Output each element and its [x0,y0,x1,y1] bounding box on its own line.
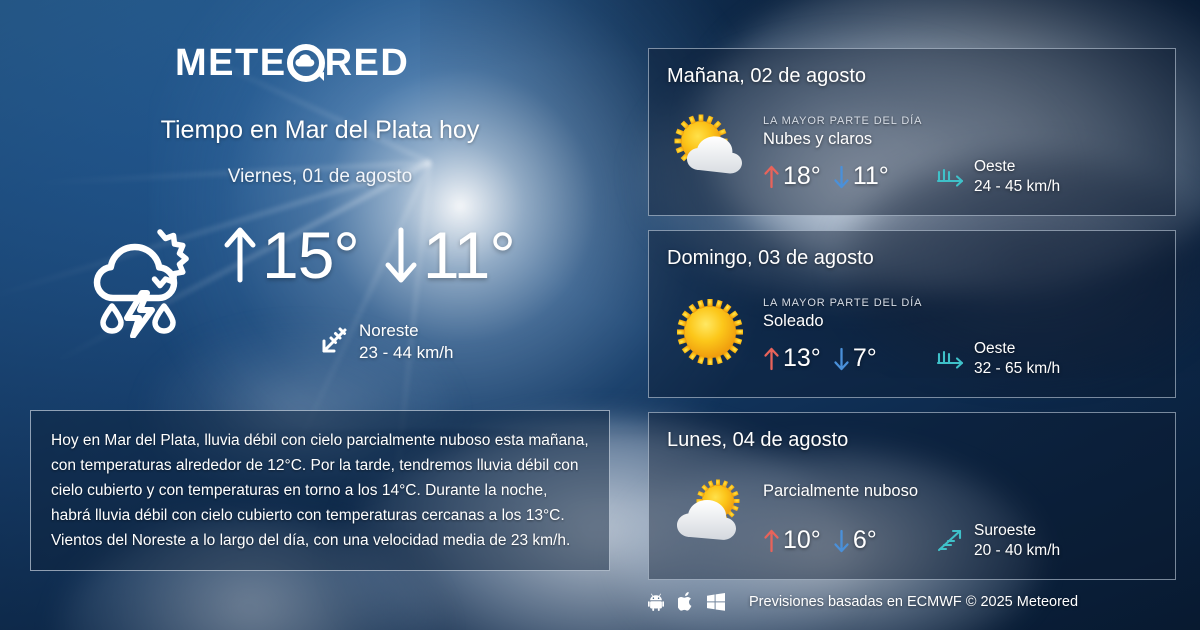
forecast-wind-speed: 20 - 40 km/h [974,541,1061,559]
sun-behind-cloud-icon [671,111,749,189]
today-description: Hoy en Mar del Plata, lluvia débil con c… [30,410,610,571]
today-max-temp: 15° [220,218,360,292]
today-panel: METE RED Tiempo en Mar del Plata hoy Vie… [30,40,610,571]
forecast-min-temp: 7° [833,344,877,373]
forecast-min-temp-value: 11° [852,162,889,191]
forecast-min-temp-value: 7° [852,344,877,373]
forecast-min-temp-value: 6° [852,526,877,555]
meteored-logo[interactable]: METE RED [175,40,409,86]
forecast-card[interactable]: Domingo, 03 de agosto [648,230,1176,398]
today-temperatures: 15° 11° [220,218,516,292]
today-min-temp-value: 11° [422,218,516,292]
arrow-up-icon [763,164,780,190]
forecast-card[interactable]: Lunes, 04 de agosto [648,412,1176,580]
forecast-card-date: Domingo, 03 de agosto [667,247,874,269]
today-wind-direction: Noreste [359,321,419,340]
today-conditions: 15° 11° [80,222,600,367]
forecast-card-date: Lunes, 04 de agosto [667,429,849,451]
forecast-max-temp-value: 18° [783,162,821,191]
page-subtitle: Viernes, 01 de agosto [227,166,413,187]
logo-text-right: RED [324,42,410,84]
wind-arrow-east-icon [935,346,965,372]
wind-arrow-east-icon [935,164,965,190]
today-wind: Noreste 23 - 44 km/h [316,320,454,364]
forecast-daypart-label: LA MAYOR PARTE DEL DÍA [763,115,923,127]
forecast-min-temp: 6° [833,526,877,555]
today-min-temp: 11° [381,218,516,292]
forecast-wind: Suroeste 20 - 40 km/h [935,521,1060,561]
forecast-wind: Oeste 32 - 65 km/h [935,339,1060,379]
arrow-down-icon [381,224,421,286]
forecast-wind: Oeste 24 - 45 km/h [935,157,1060,197]
today-wind-text: Noreste 23 - 44 km/h [359,320,454,364]
forecast-wind-direction: Oeste [974,339,1016,357]
forecast-wind-direction: Suroeste [974,521,1037,539]
forecast-card[interactable]: Mañana, 02 de agosto [648,48,1176,216]
today-wind-speed: 23 - 44 km/h [359,342,454,362]
cloud-with-sun-icon [671,475,749,553]
forecast-wind-speed: 24 - 45 km/h [974,177,1061,195]
arrow-down-icon [833,164,850,190]
forecast-daypart-label: LA MAYOR PARTE DEL DÍA [763,297,923,309]
sun-icon [671,293,749,371]
forecast-condition: Nubes y claros [763,130,873,148]
arrow-up-icon [220,224,260,286]
forecast-condition: Soleado [763,312,824,330]
cloud-in-o-icon [286,44,325,82]
forecast-max-temp: 10° [763,526,821,555]
arrow-up-icon [763,346,780,372]
forecast-condition: Parcialmente nuboso [763,482,919,500]
windows-icon[interactable] [707,592,725,611]
forecast-max-temp: 18° [763,162,821,191]
forecast-cards-list: Mañana, 02 de agosto [648,48,1176,594]
forecast-wind-direction: Oeste [974,157,1016,175]
forecast-max-temp: 13° [763,344,821,373]
arrow-down-icon [833,528,850,554]
footer-text: Previsiones basadas en ECMWF © 2025 Mete… [749,593,1079,610]
apple-icon[interactable] [678,592,694,611]
forecast-wind-speed: 32 - 65 km/h [974,359,1061,377]
arrow-down-icon [833,346,850,372]
page-title: Tiempo en Mar del Plata hoy [160,116,480,144]
forecast-card-date: Mañana, 02 de agosto [667,65,867,87]
wind-arrow-southwest-icon [316,325,350,359]
forecast-max-temp-value: 10° [783,526,821,555]
today-max-temp-value: 15° [262,218,360,292]
forecast-min-temp: 11° [833,162,889,191]
arrow-up-icon [763,528,780,554]
wind-arrow-northeast-icon [935,528,965,554]
logo-text-left: METE [175,42,287,84]
android-icon[interactable] [648,592,665,611]
footer: Previsiones basadas en ECMWF © 2025 Mete… [648,592,1078,611]
storm-with-sun-icon [86,226,204,339]
forecast-max-temp-value: 13° [783,344,821,373]
